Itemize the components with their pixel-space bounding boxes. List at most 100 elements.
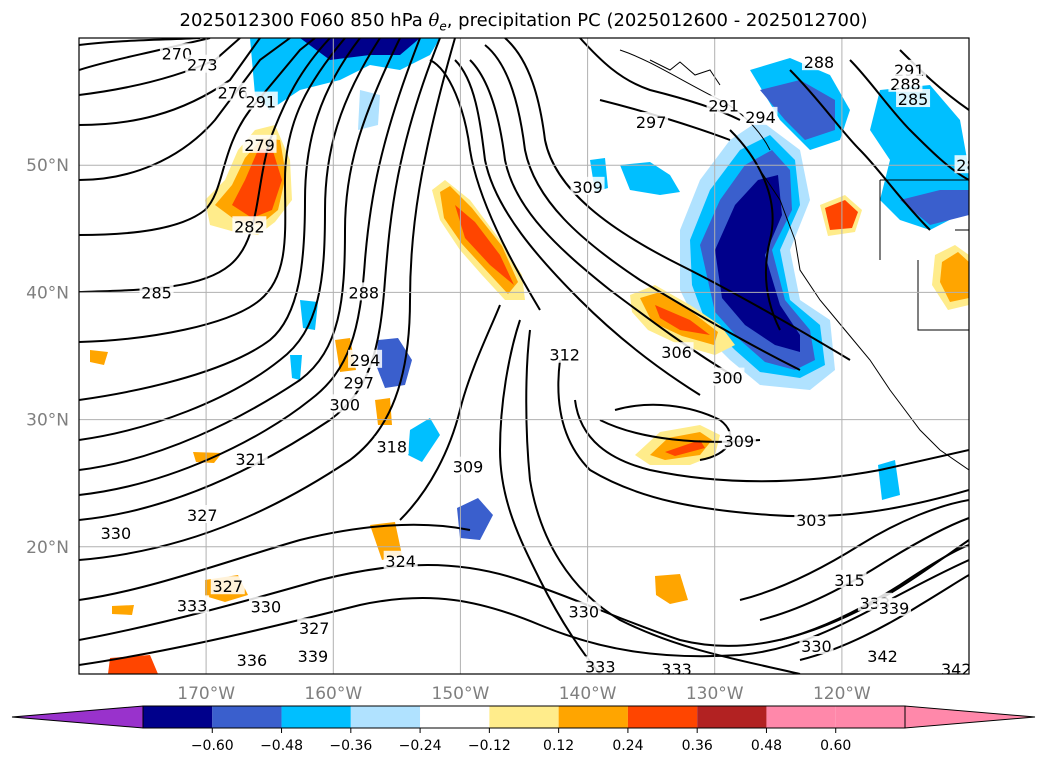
contour-line: [79, 38, 441, 521]
precip-region: [300, 300, 318, 330]
contour-label: 288: [349, 283, 380, 302]
contour-label-bg: [832, 569, 867, 588]
contour-label-bg: [721, 431, 756, 450]
colorbar-tick-label: 0.24: [612, 738, 643, 754]
contour-label: 330: [801, 637, 832, 656]
contour-label-bg: [954, 155, 969, 174]
contour-label-bg: [570, 176, 605, 195]
contour-label: 294: [745, 108, 776, 127]
contour-line: [79, 38, 381, 441]
contour-label: 309: [724, 432, 755, 451]
precip-region: [900, 190, 969, 225]
contour-label: 315: [834, 571, 865, 590]
contour-label: 288: [890, 75, 921, 94]
contour-label-bg: [327, 394, 362, 413]
contour-label-bg: [346, 282, 381, 301]
contour-line: [574, 399, 969, 483]
precip-positive-regions: [90, 125, 969, 674]
contour-line: [789, 69, 931, 231]
contour-label-bg: [998, 163, 1032, 181]
lon-tick-label: 170°W: [177, 684, 235, 704]
contour-label: 294: [350, 351, 381, 370]
colorbar-cell: [281, 706, 351, 728]
colorbar-tick-label: 0.36: [682, 738, 713, 754]
contour-label: 324: [385, 552, 416, 571]
contour-label-bg: [248, 596, 283, 615]
contour-line: [79, 38, 346, 343]
contour-label: 330: [101, 524, 132, 543]
colorbar-extend-left: [11, 705, 144, 729]
contour-label: 333: [661, 660, 692, 679]
contour-label: 300: [329, 395, 360, 414]
lon-tick-label: 130°W: [686, 684, 744, 704]
precip-region: [112, 605, 134, 615]
colorbar: −0.60 −0.48 −0.36 −0.24 −0.12 0.12 0.24 0.36 0.4…: [11, 705, 1036, 754]
contour-label: 300: [712, 369, 743, 388]
precip-region: [940, 252, 969, 302]
contour-label: 330: [251, 598, 282, 617]
contour-label: 288: [804, 53, 835, 72]
contour-label-bg: [175, 595, 210, 614]
contour-label: 342: [941, 660, 972, 679]
contour-label-bg: [297, 618, 332, 637]
colorbar-tick-label: −0.24: [399, 738, 442, 754]
contour-label: 327: [299, 619, 330, 638]
contour-label-bg: [374, 436, 409, 455]
precip-region: [370, 522, 402, 560]
colorbar-tick-label: 0.48: [751, 738, 782, 754]
precip-region: [620, 162, 680, 195]
colorbar-cell: [558, 706, 628, 728]
colorbar-cell: [143, 706, 213, 728]
precip-region: [108, 655, 158, 674]
contour-label: 285: [141, 283, 172, 302]
contour-label: 312: [549, 346, 580, 365]
grid-lines: [79, 38, 969, 674]
contour-label: 279: [244, 136, 275, 155]
contour-label-bg: [295, 646, 330, 665]
contour-label: 309: [453, 458, 484, 477]
lon-tick-label: 140°W: [559, 684, 617, 704]
contour-label-bg: [896, 89, 931, 108]
contour-label-bg: [185, 54, 220, 73]
contour-label-bg: [139, 282, 174, 301]
colorbar-tick-label: −0.36: [329, 738, 372, 754]
contour-label-bg: [743, 106, 778, 125]
lat-axis: 50°N 40°N 30°N 20°N: [26, 156, 69, 558]
precip-region: [90, 350, 108, 365]
colorbar-cell: [489, 706, 559, 728]
colorbar-outline: [142, 705, 906, 729]
precip-region: [193, 452, 222, 463]
colorbar-cell: [697, 706, 767, 728]
contour-label-bg: [232, 216, 267, 235]
contour-label-bg: [210, 576, 245, 595]
contour-label: 291: [708, 96, 739, 115]
contour-label-bg: [801, 52, 836, 71]
contour-label: 282: [956, 156, 987, 175]
precip-region: [715, 175, 800, 352]
lat-tick-label: 20°N: [26, 538, 69, 558]
contour-label-bg: [888, 73, 923, 92]
precip-region: [760, 80, 835, 140]
colorbar-cells: [11, 705, 1036, 729]
contour-line: [899, 49, 969, 111]
contour-label-bg: [659, 342, 694, 361]
contour-label-bg: [348, 349, 383, 368]
chart-title-symbol: θ: [428, 10, 440, 31]
contour-label: 333: [585, 657, 616, 676]
contour-label: 282: [234, 217, 265, 236]
colorbar-extend-right: [904, 705, 1036, 729]
coastline: [759, 169, 969, 471]
contour-label-bg: [242, 134, 277, 153]
precip-region: [408, 418, 440, 462]
lon-tick-label: 150°W: [432, 684, 490, 704]
contour-label: 318: [376, 437, 407, 456]
lon-tick-label: 120°W: [813, 684, 871, 704]
contour-label-bg: [939, 658, 969, 674]
contour-label: 333: [177, 596, 208, 615]
colorbar-cell: [420, 706, 490, 728]
contour-label: 273: [187, 56, 218, 75]
contour-line: [79, 38, 361, 401]
contour-label-bg: [98, 522, 133, 541]
